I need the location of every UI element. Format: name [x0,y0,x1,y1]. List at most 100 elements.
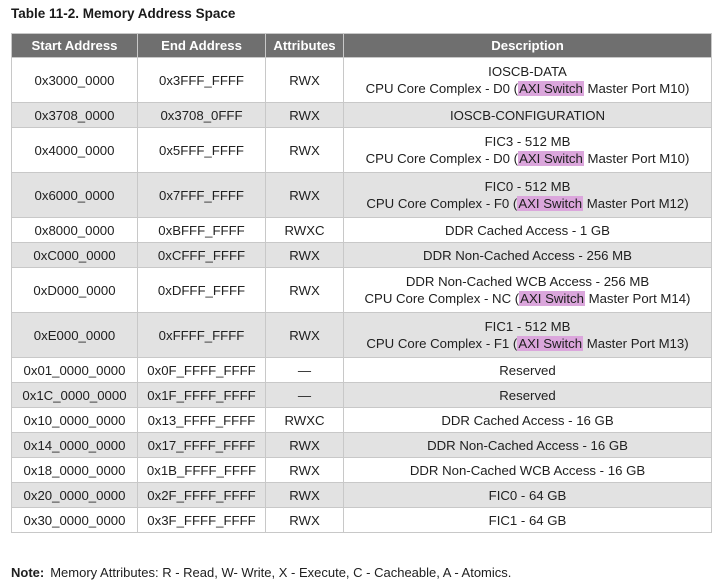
cell-description: IOSCB-CONFIGURATION [343,102,712,128]
table-row: 0xE000_0000 0xFFFF_FFFF RWX FIC1 - 512 MB CP… [11,312,712,358]
cell-start-address: 0x18_0000_0000 [11,457,138,483]
description-line: DDR Non-Cached Access - 16 GB [427,437,628,453]
cell-start-address: 0x10_0000_0000 [11,407,138,433]
table-row: 0x18_0000_0000 0x1B_FFFF_FFFF RWX DDR Non-C… [11,457,712,483]
description-line: FIC3 - 512 MB [484,134,571,149]
cell-end-address: 0x1F_FFFF_FFFF [137,382,266,408]
cell-description: Reserved [343,357,712,383]
cell-description: DDR Non-Cached Access - 16 GB [343,432,712,458]
description-line: CPU Core Complex - D0 (AXI Switch Master… [346,80,709,97]
cell-start-address: 0xE000_0000 [11,312,138,358]
table-row: 0x4000_0000 0x5FFF_FFFF RWX FIC3 - 512 MB CP… [11,127,712,173]
cell-end-address: 0x3F_FFFF_FFFF [137,507,266,533]
description-line: FIC0 - 512 MB [484,179,571,194]
header-description: Description [343,33,712,58]
description-line: DDR Non-Cached Access - 256 MB [423,247,632,263]
cell-end-address: 0x3FFF_FFFF [137,57,266,103]
description-text: Master Port M10) [583,81,690,96]
cell-end-address: 0x3708_0FFF [137,102,266,128]
cell-description: FIC1 - 512 MB CPU Core Complex - F1 (AXI … [343,312,712,358]
description-line: FIC1 - 64 GB [488,512,567,528]
cell-start-address: 0x14_0000_0000 [11,432,138,458]
description-line: CPU Core Complex - F1 (AXI Switch Master… [346,335,709,352]
table-row: 0x6000_0000 0x7FFF_FFFF RWX FIC0 - 512 MB CP… [11,172,712,218]
cell-end-address: 0xCFFF_FFFF [137,242,266,268]
cell-attributes: — [265,357,344,383]
cell-start-address: 0x1C_0000_0000 [11,382,138,408]
cell-description: Reserved [343,382,712,408]
table-title: Table 11-2. Memory Address Space [11,6,236,21]
cell-attributes: RWX [265,57,344,103]
cell-attributes: RWX [265,312,344,358]
cell-attributes: RWX [265,127,344,173]
table-row: 0xC000_0000 0xCFFF_FFFF RWX DDR Non-Cached … [11,242,712,268]
cell-description: FIC1 - 64 GB [343,507,712,533]
header-start-address: Start Address [11,33,138,58]
description-line: CPU Core Complex - D0 (AXI Switch Master… [346,150,709,167]
table-row: 0xD000_0000 0xDFFF_FFFF RWX DDR Non-Cached … [11,267,712,313]
table-row: 0x30_0000_0000 0x3F_FFFF_FFFF RWX FIC1 - 64… [11,507,712,533]
highlighted-term: AXI Switch [519,291,585,306]
cell-start-address: 0xC000_0000 [11,242,138,268]
description-line: DDR Cached Access - 16 GB [441,412,614,428]
description-line: IOSCB-DATA [488,64,567,79]
cell-description: IOSCB-DATA CPU Core Complex - D0 (AXI Swi… [343,57,712,103]
description-line: IOSCB-CONFIGURATION [449,107,606,123]
cell-start-address: 0x4000_0000 [11,127,138,173]
cell-attributes: RWXC [265,217,344,243]
cell-description: FIC0 - 512 MB CPU Core Complex - F0 (AXI … [343,172,712,218]
highlighted-term: AXI Switch [518,81,584,96]
cell-end-address: 0xDFFF_FFFF [137,267,266,313]
cell-start-address: 0x01_0000_0000 [11,357,138,383]
table-row: 0x1C_0000_0000 0x1F_FFFF_FFFF — Reserved [11,382,712,408]
cell-end-address: 0xBFFF_FFFF [137,217,266,243]
description-text: Master Port M10) [583,151,690,166]
cell-attributes: — [265,382,344,408]
description-line: FIC1 - 512 MB [484,319,571,334]
table-row: 0x3000_0000 0x3FFF_FFFF RWX IOSCB-DATA CPU C… [11,57,712,103]
memory-address-table: Start Address End Address Attributes Des… [11,33,712,533]
cell-start-address: 0x30_0000_0000 [11,507,138,533]
table-row: 0x20_0000_0000 0x2F_FFFF_FFFF RWX FIC0 - 64… [11,482,712,508]
description-line: FIC0 - 64 GB [488,487,567,503]
description-line: Reserved [499,387,556,403]
description-text: Master Port M14) [584,291,691,306]
cell-end-address: 0xFFFF_FFFF [137,312,266,358]
description-text: Master Port M12) [583,196,689,211]
cell-attributes: RWX [265,457,344,483]
cell-start-address: 0x8000_0000 [11,217,138,243]
description-line: Reserved [499,362,556,378]
description-text: Master Port M13) [583,336,689,351]
cell-attributes: RWX [265,242,344,268]
cell-attributes: RWX [265,267,344,313]
cell-description: FIC0 - 64 GB [343,482,712,508]
cell-start-address: 0x6000_0000 [11,172,138,218]
highlighted-term: AXI Switch [518,151,584,166]
table-row: 0x10_0000_0000 0x13_FFFF_FFFF RWXC DDR Cach… [11,407,712,433]
cell-attributes: RWX [265,432,344,458]
cell-attributes: RWX [265,172,344,218]
cell-attributes: RWX [265,482,344,508]
highlighted-term: AXI Switch [517,196,584,211]
header-end-address: End Address [137,33,266,58]
cell-start-address: 0x3000_0000 [11,57,138,103]
cell-start-address: 0x20_0000_0000 [11,482,138,508]
cell-description: DDR Cached Access - 1 GB [343,217,712,243]
table-row: 0x14_0000_0000 0x17_FFFF_FFFF RWX DDR Non-C… [11,432,712,458]
description-text: CPU Core Complex - D0 ( [365,151,519,166]
cell-description: DDR Non-Cached WCB Access - 16 GB [343,457,712,483]
description-text: CPU Core Complex - NC ( [364,291,520,306]
cell-end-address: 0x0F_FFFF_FFFF [137,357,266,383]
header-attributes: Attributes [265,33,344,58]
note-label: Note: [11,565,45,580]
cell-attributes: RWXC [265,407,344,433]
cell-description: FIC3 - 512 MB CPU Core Complex - D0 (AXI … [343,127,712,173]
note-text: Memory Attributes: R - Read, W- Write, X… [50,565,512,580]
cell-attributes: RWX [265,507,344,533]
cell-end-address: 0x7FFF_FFFF [137,172,266,218]
table-row: 0x01_0000_0000 0x0F_FFFF_FFFF — Reserved [11,357,712,383]
description-text: CPU Core Complex - D0 ( [365,81,519,96]
table-row: 0x3708_0000 0x3708_0FFF RWX IOSCB-CONFIGURA… [11,102,712,128]
cell-start-address: 0xD000_0000 [11,267,138,313]
cell-end-address: 0x2F_FFFF_FFFF [137,482,266,508]
